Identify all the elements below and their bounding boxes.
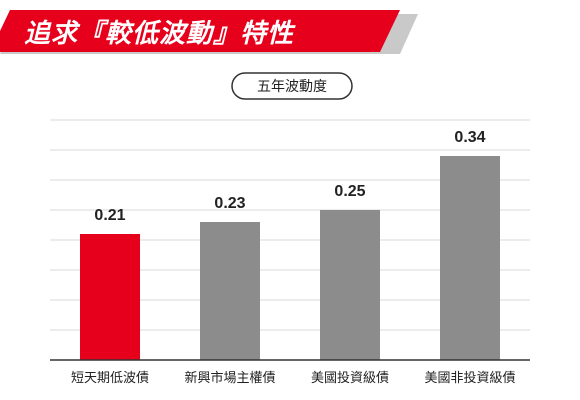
value-label-3: 0.25	[334, 183, 365, 200]
value-label-2: 0.23	[214, 195, 245, 212]
value-label-1: 0.21	[94, 207, 125, 224]
category-label-3: 美國投資級債	[311, 370, 389, 386]
bar-2	[200, 222, 260, 360]
bar-1	[80, 234, 140, 360]
value-label-4: 0.34	[454, 129, 485, 146]
category-labels: 短天期低波債 新興市場主權債 美國投資級債 美國非投資級債	[71, 370, 516, 386]
title-banner: 追求『較低波動』特性	[0, 10, 418, 54]
bar-3	[320, 210, 380, 360]
bars	[80, 156, 500, 360]
chart-title: 五年波動度	[257, 79, 327, 95]
category-label-4: 美國非投資級債	[424, 370, 515, 386]
bar-4	[440, 156, 500, 360]
category-label-2: 新興市場主權債	[184, 370, 275, 386]
value-labels: 0.21 0.23 0.25 0.34	[94, 129, 485, 224]
title-banner-fill	[0, 10, 400, 52]
page-title: 追求『較低波動』特性	[24, 19, 296, 49]
chart-subtitle-frame	[231, 72, 353, 100]
category-label-1: 短天期低波債	[71, 371, 149, 386]
chart-subtitle-pill: 五年波動度	[231, 72, 353, 100]
